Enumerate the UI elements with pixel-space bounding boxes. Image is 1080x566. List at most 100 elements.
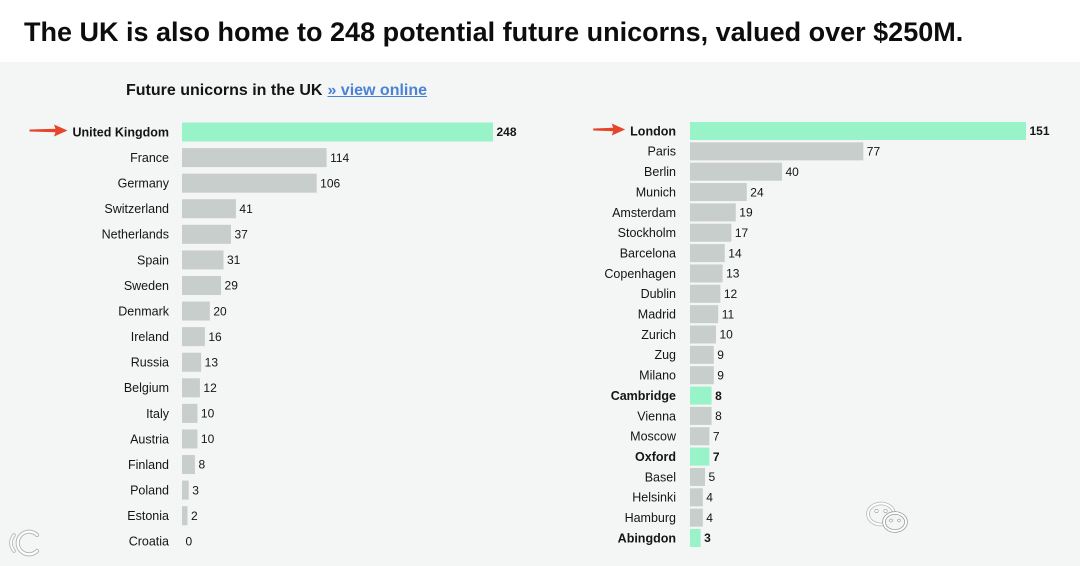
category-label-france: France (130, 151, 169, 165)
value-label-sweden: 29 (225, 279, 239, 293)
bar-ireland (182, 327, 205, 347)
value-label-germany: 106 (320, 176, 340, 190)
value-label-poland: 3 (192, 483, 199, 497)
category-label-moscow: Moscow (630, 430, 677, 444)
value-label-moscow: 7 (713, 429, 720, 443)
category-label-madrid: Madrid (638, 308, 676, 322)
value-label-france: 114 (330, 151, 349, 165)
category-label-estonia: Estonia (127, 509, 169, 523)
value-label-finland: 8 (198, 458, 205, 472)
category-label-spain: Spain (137, 253, 169, 267)
arrow-right-icon (29, 124, 68, 137)
bar-zurich (690, 325, 716, 344)
category-label-netherlands: Netherlands (102, 228, 169, 242)
value-label-madrid: 11 (722, 307, 735, 321)
bar-paris (690, 142, 864, 161)
category-label-zurich: Zurich (641, 328, 676, 342)
value-label-abingdon: 3 (704, 531, 711, 545)
bar-copenhagen (690, 264, 723, 283)
value-label-basel: 5 (708, 470, 715, 484)
category-label-munich: Munich (636, 185, 676, 199)
value-label-amsterdam: 19 (739, 206, 753, 220)
view-online-link[interactable]: » view online (327, 82, 428, 99)
value-label-netherlands: 37 (234, 228, 248, 242)
bar-france (182, 148, 327, 168)
category-label-italy: Italy (146, 407, 170, 421)
bar-spain (182, 250, 224, 270)
chart-future-unicorns-by-city: London 151 Paris 7 7 Berlin 40 Munich 24 Amsterda… (593, 122, 1050, 547)
chart-header-title: Future unicorns in the UK (126, 82, 323, 99)
category-label-london: London (630, 124, 676, 138)
value-label-dublin: 12 (724, 287, 738, 301)
bar-united-kingdom (182, 122, 493, 142)
category-label-stockholm: Stockholm (618, 226, 676, 240)
value-label-switzerland: 41 (239, 202, 253, 216)
value-label-oxford: 7 (713, 450, 720, 464)
category-label-berlin: Berlin (644, 165, 676, 179)
bar-finland (182, 455, 195, 475)
bar-madrid (690, 305, 719, 324)
bar-netherlands (182, 224, 231, 244)
category-label-cambridge: Cambridge (611, 389, 676, 403)
value-label-united-kingdom: 248 (497, 125, 517, 139)
category-label-amsterdam: Amsterdam (612, 206, 676, 220)
category-label-basel: Basel (645, 470, 676, 484)
value-label-estonia: 2 (191, 509, 198, 523)
bar-berlin (690, 162, 782, 181)
watermark-logo-icon (9, 529, 40, 557)
bar-stockholm (690, 223, 732, 242)
bar-moscow (690, 427, 710, 446)
bar-helsinki (690, 488, 703, 507)
value-label-belgium: 12 (203, 381, 217, 395)
value-label-denmark: 20 (213, 304, 227, 318)
value-label-barcelona: 14 (728, 246, 742, 260)
value-label-croatia: 0 (186, 534, 193, 548)
value-label-munich: 24 (750, 185, 764, 199)
category-label-russia: Russia (131, 356, 169, 370)
value-label-spain: 31 (227, 253, 241, 267)
bar-russia (182, 352, 202, 372)
value-label-copenhagen: 13 (726, 267, 740, 281)
bar-belgium (182, 378, 200, 398)
category-label-germany: Germany (118, 177, 170, 191)
bar-vienna (690, 406, 712, 425)
category-label-abingdon: Abingdon (618, 531, 676, 545)
value-label-cambridge: 8 (715, 389, 722, 403)
arrow-right-icon (593, 123, 626, 136)
category-label-sweden: Sweden (124, 279, 169, 293)
bar-amsterdam (690, 203, 736, 222)
value-label-hamburg: 4 (706, 511, 713, 525)
value-label-milano: 9 (717, 368, 724, 382)
bar-estonia (182, 506, 188, 526)
value-label-london: 151 (1030, 124, 1050, 138)
category-label-ireland: Ireland (131, 330, 169, 344)
bar-poland (182, 480, 189, 500)
bar-denmark (182, 301, 210, 321)
page-headline: The UK is also home to 248 potential fut… (24, 17, 964, 47)
bar-switzerland (182, 199, 236, 219)
chart-panel (0, 62, 1080, 566)
value-label-austria: 10 (201, 432, 215, 446)
category-label-helsinki: Helsinki (632, 491, 676, 505)
value-label-helsinki: 4 (706, 491, 713, 505)
value-label-italy: 10 (201, 407, 215, 421)
bar-italy (182, 403, 198, 423)
bar-cambridge (690, 386, 712, 405)
category-label-united-kingdom: United Kingdom (72, 125, 169, 139)
category-label-hamburg: Hamburg (625, 511, 676, 525)
bar-london (690, 122, 1026, 140)
bar-oxford (690, 447, 710, 466)
bar-dublin (690, 284, 721, 303)
category-label-poland: Poland (130, 483, 169, 497)
category-label-vienna: Vienna (637, 409, 676, 423)
category-label-paris: Paris (648, 145, 676, 159)
category-label-copenhagen: Copenhagen (604, 267, 676, 281)
bar-barcelona (690, 244, 725, 263)
chart-future-unicorns-by-country: United Kingdom 248 France 114 Germany 106 Swit… (29, 122, 517, 549)
value-label-berlin: 40 (785, 165, 799, 179)
category-label-croatia: Croatia (129, 535, 169, 549)
bar-basel (690, 467, 705, 486)
bar-milano (690, 366, 714, 385)
category-label-belgium: Belgium (124, 381, 169, 395)
